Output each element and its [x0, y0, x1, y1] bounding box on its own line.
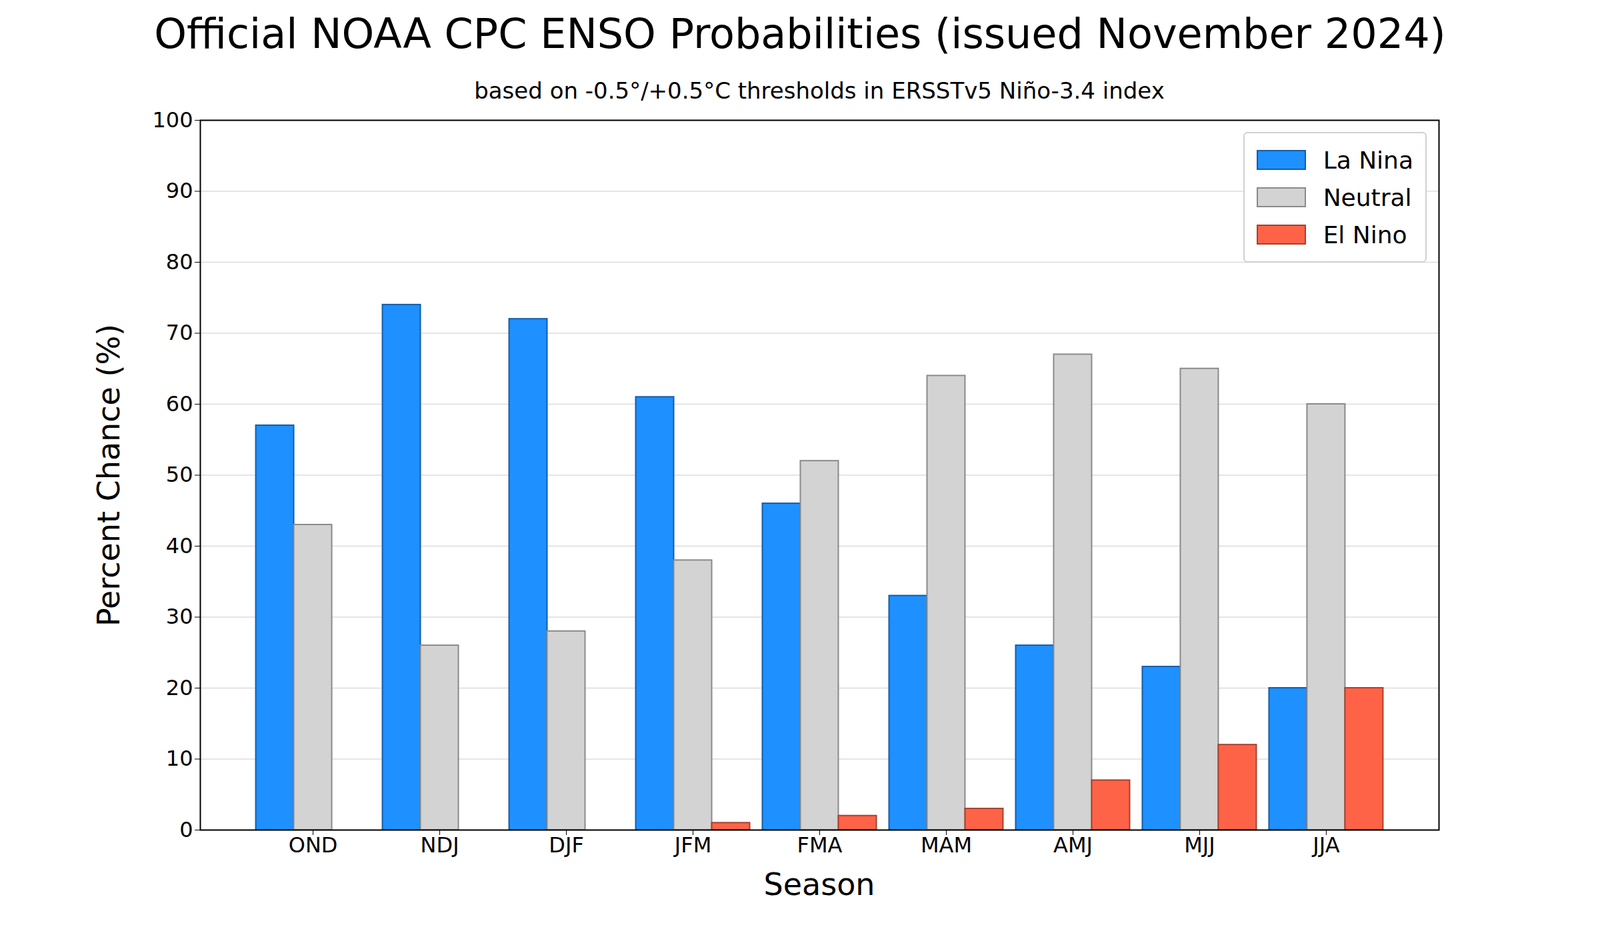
html-text:Season: Season [763, 866, 875, 903]
svg-text:50: 50 [166, 462, 194, 488]
svg-text:FMA: FMA [797, 832, 843, 858]
svg-text:40: 40 [166, 533, 194, 559]
svg-text:10: 10 [166, 746, 194, 772]
svg-text:MAM: MAM [920, 832, 972, 858]
svg-text:0: 0 [179, 817, 193, 843]
svg-text:80: 80 [166, 249, 194, 275]
svg-text:30: 30 [166, 604, 194, 630]
svg-text:90: 90 [166, 178, 194, 204]
svg-text:20: 20 [166, 675, 194, 701]
svg-text:DJF: DJF [548, 832, 584, 858]
html-text:Official NOAA CPC ENSO Probabi: Official NOAA CPC ENSO Probabilities (is… [154, 9, 1446, 58]
svg-text:MJJ: MJJ [1184, 832, 1215, 858]
html-text:El Nino: El Nino [1323, 221, 1408, 249]
svg-text:OND: OND [288, 832, 338, 858]
html-text:based on -0.5°/+0.5°C threshol: based on -0.5°/+0.5°C thresholds in ERSS… [474, 77, 1165, 104]
svg-text:JFM: JFM [673, 832, 712, 858]
svg-text:100: 100 [152, 107, 193, 133]
html-text:Neutral: Neutral [1323, 183, 1412, 211]
svg-text:JJA: JJA [1311, 832, 1340, 858]
svg-text:AMJ: AMJ [1053, 832, 1093, 858]
html-text:Percent Chance (%): Percent Chance (%) [90, 323, 127, 627]
svg-text:70: 70 [166, 320, 194, 346]
svg-text:60: 60 [166, 391, 194, 417]
html-text:La Nina: La Nina [1323, 146, 1414, 174]
svg-text:NDJ: NDJ [420, 832, 460, 858]
